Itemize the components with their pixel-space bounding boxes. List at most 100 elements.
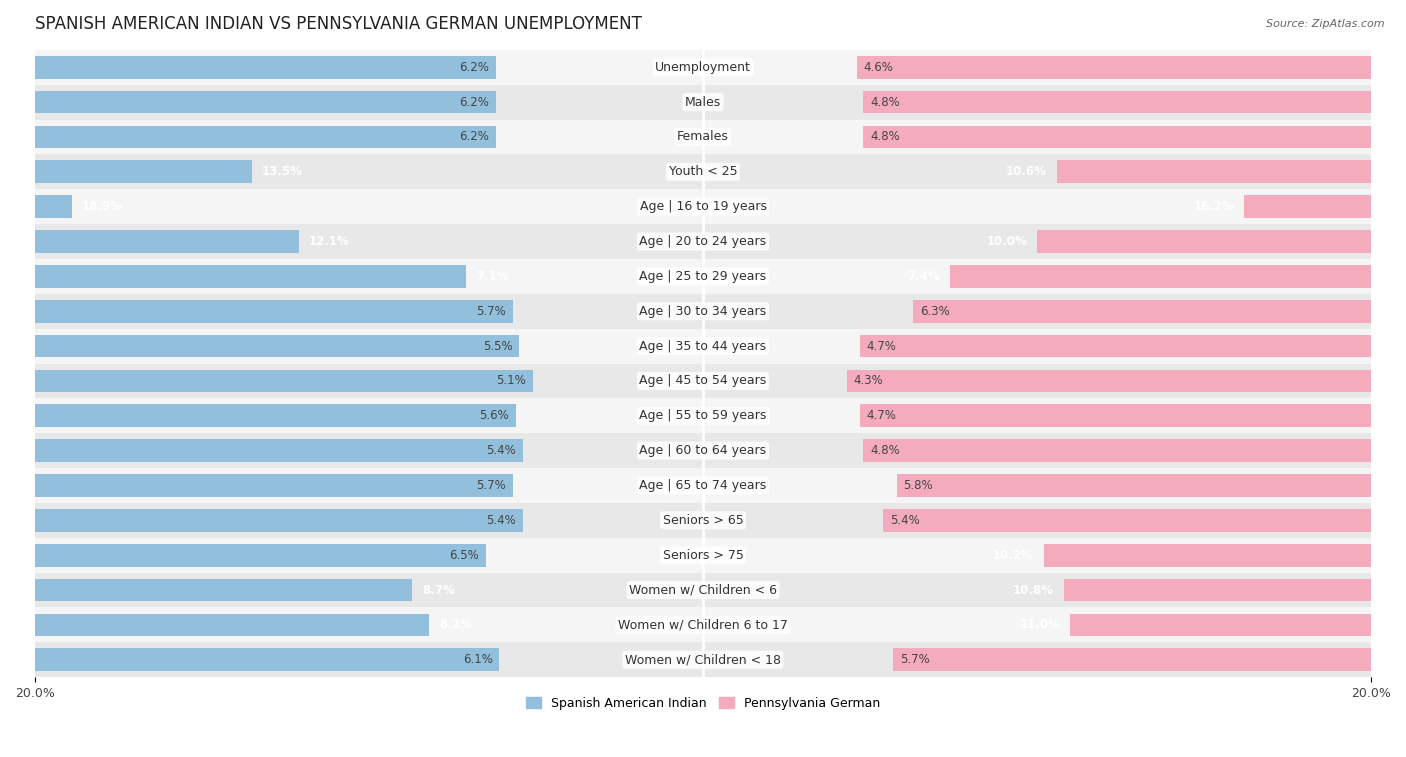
Text: 10.0%: 10.0% bbox=[986, 235, 1026, 248]
Bar bbox=[35, 160, 252, 183]
Text: 7.1%: 7.1% bbox=[475, 270, 509, 283]
Bar bbox=[35, 509, 523, 531]
Bar bbox=[860, 404, 1371, 427]
Bar bbox=[35, 537, 1371, 572]
Bar bbox=[1070, 614, 1371, 636]
Text: 6.3%: 6.3% bbox=[920, 305, 950, 318]
Bar bbox=[35, 474, 513, 497]
Bar bbox=[846, 369, 1371, 392]
Bar bbox=[35, 544, 486, 566]
Text: 5.1%: 5.1% bbox=[496, 375, 526, 388]
Text: Seniors > 75: Seniors > 75 bbox=[662, 549, 744, 562]
Bar bbox=[883, 509, 1371, 531]
Text: 4.8%: 4.8% bbox=[870, 444, 900, 457]
Bar bbox=[35, 614, 429, 636]
Text: Women w/ Children < 6: Women w/ Children < 6 bbox=[628, 584, 778, 597]
Text: 5.7%: 5.7% bbox=[900, 653, 929, 666]
Text: 5.7%: 5.7% bbox=[477, 305, 506, 318]
Bar bbox=[914, 300, 1371, 322]
Bar bbox=[1057, 160, 1371, 183]
Legend: Spanish American Indian, Pennsylvania German: Spanish American Indian, Pennsylvania Ge… bbox=[520, 692, 886, 715]
Text: Women w/ Children 6 to 17: Women w/ Children 6 to 17 bbox=[619, 618, 787, 631]
Bar bbox=[35, 230, 299, 253]
Text: Females: Females bbox=[678, 130, 728, 144]
Bar bbox=[35, 50, 1371, 85]
Text: 6.5%: 6.5% bbox=[450, 549, 479, 562]
Bar bbox=[35, 189, 1371, 224]
Bar bbox=[35, 363, 1371, 398]
Text: 16.2%: 16.2% bbox=[1194, 200, 1234, 213]
Text: 8.7%: 8.7% bbox=[422, 584, 456, 597]
Text: 4.7%: 4.7% bbox=[866, 410, 897, 422]
Bar bbox=[35, 439, 523, 462]
Text: Seniors > 65: Seniors > 65 bbox=[662, 514, 744, 527]
Text: 5.6%: 5.6% bbox=[479, 410, 509, 422]
Bar bbox=[35, 578, 412, 601]
Text: 8.2%: 8.2% bbox=[439, 618, 472, 631]
Text: SPANISH AMERICAN INDIAN VS PENNSYLVANIA GERMAN UNEMPLOYMENT: SPANISH AMERICAN INDIAN VS PENNSYLVANIA … bbox=[35, 15, 641, 33]
Bar bbox=[35, 433, 1371, 468]
Bar bbox=[35, 404, 516, 427]
Text: 7.4%: 7.4% bbox=[907, 270, 941, 283]
Text: Age | 16 to 19 years: Age | 16 to 19 years bbox=[640, 200, 766, 213]
Text: 10.6%: 10.6% bbox=[1007, 165, 1047, 179]
Text: 10.2%: 10.2% bbox=[993, 549, 1033, 562]
Bar bbox=[35, 572, 1371, 607]
Text: 4.7%: 4.7% bbox=[866, 340, 897, 353]
Bar bbox=[35, 649, 499, 671]
Text: Males: Males bbox=[685, 95, 721, 108]
Bar bbox=[863, 91, 1371, 114]
Bar bbox=[35, 265, 465, 288]
Text: 5.5%: 5.5% bbox=[484, 340, 513, 353]
Text: 4.6%: 4.6% bbox=[863, 61, 893, 73]
Text: 12.1%: 12.1% bbox=[309, 235, 350, 248]
Bar bbox=[1244, 195, 1371, 218]
Text: 6.1%: 6.1% bbox=[463, 653, 492, 666]
Text: 4.3%: 4.3% bbox=[853, 375, 883, 388]
Text: 5.4%: 5.4% bbox=[486, 444, 516, 457]
Bar bbox=[35, 329, 1371, 363]
Bar bbox=[35, 398, 1371, 433]
Text: Age | 65 to 74 years: Age | 65 to 74 years bbox=[640, 479, 766, 492]
Bar bbox=[35, 91, 496, 114]
Bar bbox=[35, 468, 1371, 503]
Bar bbox=[35, 369, 533, 392]
Bar bbox=[860, 335, 1371, 357]
Text: Age | 30 to 34 years: Age | 30 to 34 years bbox=[640, 305, 766, 318]
Bar bbox=[897, 474, 1371, 497]
Text: 6.2%: 6.2% bbox=[460, 61, 489, 73]
Text: Age | 55 to 59 years: Age | 55 to 59 years bbox=[640, 410, 766, 422]
Bar bbox=[863, 439, 1371, 462]
Text: Age | 45 to 54 years: Age | 45 to 54 years bbox=[640, 375, 766, 388]
Bar bbox=[35, 56, 496, 79]
Text: 10.8%: 10.8% bbox=[1012, 584, 1053, 597]
Bar bbox=[35, 607, 1371, 643]
Bar bbox=[1043, 544, 1371, 566]
Bar bbox=[893, 649, 1371, 671]
Bar bbox=[35, 503, 1371, 537]
Text: Unemployment: Unemployment bbox=[655, 61, 751, 73]
Bar bbox=[35, 154, 1371, 189]
Bar bbox=[35, 126, 496, 148]
Text: 5.7%: 5.7% bbox=[477, 479, 506, 492]
Bar bbox=[35, 294, 1371, 329]
Text: 4.8%: 4.8% bbox=[870, 130, 900, 144]
Bar bbox=[35, 643, 1371, 678]
Text: Age | 35 to 44 years: Age | 35 to 44 years bbox=[640, 340, 766, 353]
Text: 4.8%: 4.8% bbox=[870, 95, 900, 108]
Text: 5.4%: 5.4% bbox=[486, 514, 516, 527]
Bar bbox=[1038, 230, 1371, 253]
Text: 11.0%: 11.0% bbox=[1019, 618, 1060, 631]
Bar bbox=[950, 265, 1371, 288]
Bar bbox=[35, 195, 72, 218]
Bar bbox=[35, 120, 1371, 154]
Bar bbox=[863, 126, 1371, 148]
Bar bbox=[35, 300, 513, 322]
Text: 5.4%: 5.4% bbox=[890, 514, 920, 527]
Bar bbox=[35, 259, 1371, 294]
Text: 6.2%: 6.2% bbox=[460, 95, 489, 108]
Text: Age | 25 to 29 years: Age | 25 to 29 years bbox=[640, 270, 766, 283]
Bar bbox=[35, 335, 519, 357]
Bar bbox=[35, 224, 1371, 259]
Text: 13.5%: 13.5% bbox=[262, 165, 302, 179]
